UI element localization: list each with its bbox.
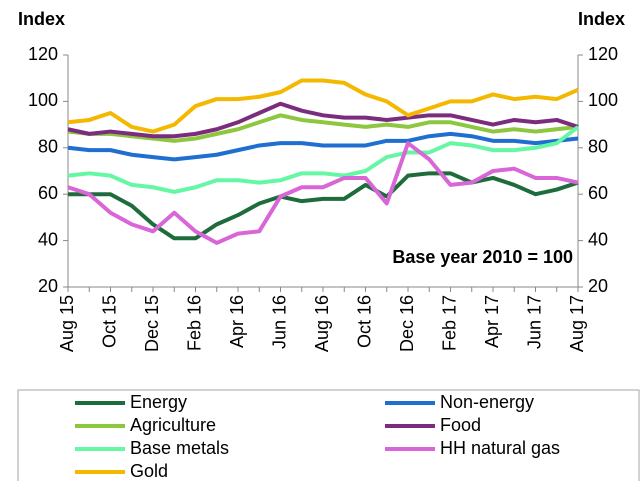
- x-tick-label: Feb 17: [439, 295, 459, 351]
- series-line: [68, 171, 579, 241]
- x-tick-label: Oct 15: [99, 295, 119, 348]
- legend-box: [17, 389, 640, 481]
- series-line: [67, 125, 580, 194]
- series-line: [67, 113, 579, 143]
- x-tick-label: Oct 16: [354, 295, 374, 348]
- legend-label: HH natural gas: [440, 438, 560, 458]
- legend-label: Gold: [130, 461, 168, 481]
- x-tick-label: Apr 16: [227, 295, 247, 348]
- y-tick-label: 120: [28, 44, 58, 64]
- x-tick-label: Aug 17: [567, 295, 587, 352]
- legend-label: Base metals: [130, 438, 229, 458]
- legend-label: Non-energy: [440, 392, 534, 412]
- y2-tick-label: 40: [588, 229, 608, 249]
- y-tick-label: 80: [38, 137, 58, 157]
- y2-tick-label: 20: [588, 276, 608, 296]
- x-tick-label: Aug 15: [57, 295, 77, 352]
- series-line: [67, 141, 579, 245]
- y-tick-label: 20: [38, 276, 58, 296]
- series-line: [67, 78, 579, 134]
- series-line: [67, 101, 579, 139]
- x-tick-label: Feb 16: [184, 295, 204, 351]
- legend-label: Food: [440, 415, 481, 435]
- y2-tick-label: 100: [588, 90, 618, 110]
- series-line: [67, 131, 579, 162]
- y2-tick-label: 60: [588, 183, 608, 203]
- x-tick-label: Aug 16: [312, 295, 332, 352]
- x-tick-label: Jun 16: [269, 295, 289, 349]
- x-tick-label: Apr 17: [482, 295, 502, 348]
- x-tick-label: Dec 16: [397, 295, 417, 352]
- legend-label: Agriculture: [130, 415, 216, 435]
- y-axis-label: Index: [18, 9, 65, 29]
- y-tick-label: 60: [38, 183, 58, 203]
- y2-axis-label: Index: [578, 9, 625, 29]
- legend-label: Energy: [130, 392, 187, 412]
- y-tick-label: 40: [38, 229, 58, 249]
- y-tick-label: 100: [28, 90, 58, 110]
- y2-tick-label: 80: [588, 137, 608, 157]
- annotation: Base year 2010 = 100: [392, 247, 573, 267]
- y2-tick-label: 120: [588, 44, 618, 64]
- x-tick-label: Jun 17: [524, 295, 544, 349]
- x-tick-label: Dec 15: [142, 295, 162, 352]
